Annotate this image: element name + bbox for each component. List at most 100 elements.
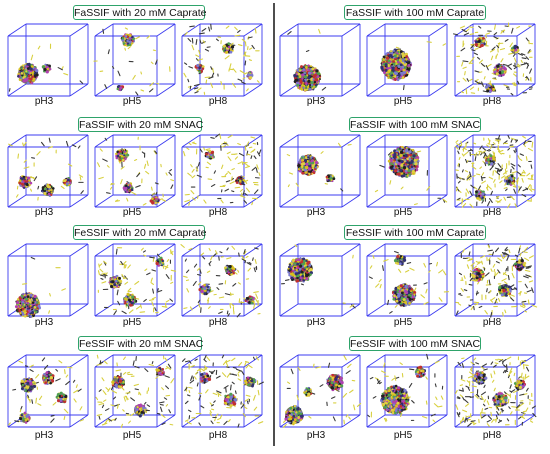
micelle-atom bbox=[479, 275, 482, 278]
free-molecule bbox=[506, 268, 507, 270]
free-molecule bbox=[137, 306, 140, 309]
free-molecule bbox=[522, 301, 526, 302]
micelle-atom bbox=[303, 269, 305, 271]
free-molecule bbox=[151, 278, 152, 281]
micelle-atom bbox=[485, 161, 488, 164]
free-molecule bbox=[196, 40, 197, 45]
free-molecule bbox=[511, 285, 514, 287]
free-molecule bbox=[65, 370, 66, 374]
micelle-atom bbox=[523, 262, 526, 265]
micelle-atom bbox=[294, 261, 296, 263]
micelle-atom bbox=[61, 395, 63, 397]
micelle-atom bbox=[517, 265, 519, 267]
free-molecule bbox=[522, 58, 526, 59]
free-molecule bbox=[124, 397, 125, 401]
free-molecule bbox=[160, 405, 163, 406]
micelle-atom bbox=[301, 73, 304, 76]
micelle-atom bbox=[299, 257, 301, 259]
free-molecule bbox=[207, 162, 210, 164]
free-molecule bbox=[245, 61, 246, 65]
free-molecule bbox=[500, 150, 503, 151]
free-molecule bbox=[201, 253, 204, 255]
free-molecule bbox=[163, 200, 166, 201]
micelle-atom bbox=[395, 300, 398, 303]
free-molecule bbox=[227, 248, 228, 250]
free-molecule bbox=[192, 142, 194, 143]
micelle-atom bbox=[32, 301, 35, 304]
free-molecule bbox=[186, 280, 188, 281]
free-molecule bbox=[151, 62, 153, 64]
free-molecule bbox=[192, 176, 195, 178]
free-molecule bbox=[470, 87, 473, 89]
micelle-atom bbox=[303, 80, 305, 82]
free-molecule bbox=[211, 185, 214, 187]
micelle-atom bbox=[44, 381, 47, 384]
micelle-atom bbox=[474, 269, 476, 271]
micelle-atom bbox=[155, 262, 158, 265]
micelle-atom bbox=[403, 155, 405, 157]
micelle-atom bbox=[403, 298, 406, 301]
free-molecule bbox=[498, 298, 499, 301]
free-molecule bbox=[485, 273, 489, 276]
free-molecule bbox=[519, 248, 520, 253]
micelle-atom bbox=[405, 149, 408, 152]
simulation-box-edge bbox=[517, 84, 535, 96]
micelle-atom bbox=[397, 286, 399, 288]
micelle-atom bbox=[294, 267, 296, 269]
free-molecule bbox=[146, 409, 147, 412]
free-molecule bbox=[509, 67, 512, 70]
micelle-atom bbox=[69, 182, 71, 184]
free-molecule bbox=[51, 419, 54, 423]
micelle-atom bbox=[295, 79, 298, 82]
micelle-atom bbox=[18, 310, 21, 313]
free-molecule bbox=[129, 310, 133, 313]
free-molecule bbox=[437, 262, 438, 265]
free-molecule bbox=[99, 404, 103, 405]
micelle-atom bbox=[309, 88, 311, 90]
simulation-box-edge bbox=[517, 304, 535, 316]
micelle-atom bbox=[124, 151, 126, 153]
free-molecule bbox=[252, 167, 256, 170]
free-molecule bbox=[532, 142, 533, 147]
free-molecule bbox=[459, 273, 461, 274]
micelle-atom bbox=[404, 290, 407, 293]
micelle-atom bbox=[393, 52, 395, 54]
free-molecule bbox=[513, 54, 515, 56]
micelle-atom bbox=[410, 290, 412, 292]
free-molecule bbox=[525, 311, 527, 312]
micelle-atom bbox=[416, 158, 418, 160]
free-molecule bbox=[36, 375, 39, 378]
micelle-atom bbox=[402, 284, 404, 286]
free-molecule bbox=[518, 81, 519, 83]
free-molecule bbox=[427, 42, 431, 43]
micelle-atom bbox=[44, 188, 47, 191]
free-molecule bbox=[319, 29, 320, 33]
micelle-atom bbox=[387, 77, 389, 79]
free-molecule bbox=[121, 180, 123, 184]
free-molecule bbox=[184, 73, 186, 77]
micelle-atom bbox=[67, 179, 70, 182]
micelle-atom bbox=[200, 286, 202, 288]
micelle-atom bbox=[17, 298, 19, 300]
free-molecule bbox=[147, 161, 148, 166]
micelle-atom bbox=[159, 262, 161, 264]
free-molecule bbox=[245, 146, 246, 150]
micelle-atom bbox=[46, 375, 48, 377]
micelle-atom bbox=[298, 73, 301, 76]
micelle-atom bbox=[400, 50, 403, 53]
free-molecule bbox=[479, 152, 480, 155]
free-molecule bbox=[98, 163, 100, 167]
simulation-box-edge bbox=[429, 135, 447, 147]
free-molecule bbox=[321, 152, 323, 154]
free-molecule bbox=[488, 250, 493, 251]
micelle-atom bbox=[393, 294, 396, 297]
micelle-atom bbox=[46, 188, 48, 190]
micelle-atom bbox=[388, 69, 391, 72]
micelle-atom bbox=[63, 182, 65, 184]
micelle-atom bbox=[502, 289, 505, 292]
free-molecule bbox=[439, 270, 443, 273]
free-molecule bbox=[31, 189, 32, 191]
micelle-atom bbox=[297, 77, 299, 79]
free-molecule bbox=[525, 258, 529, 260]
free-molecule bbox=[250, 48, 252, 49]
